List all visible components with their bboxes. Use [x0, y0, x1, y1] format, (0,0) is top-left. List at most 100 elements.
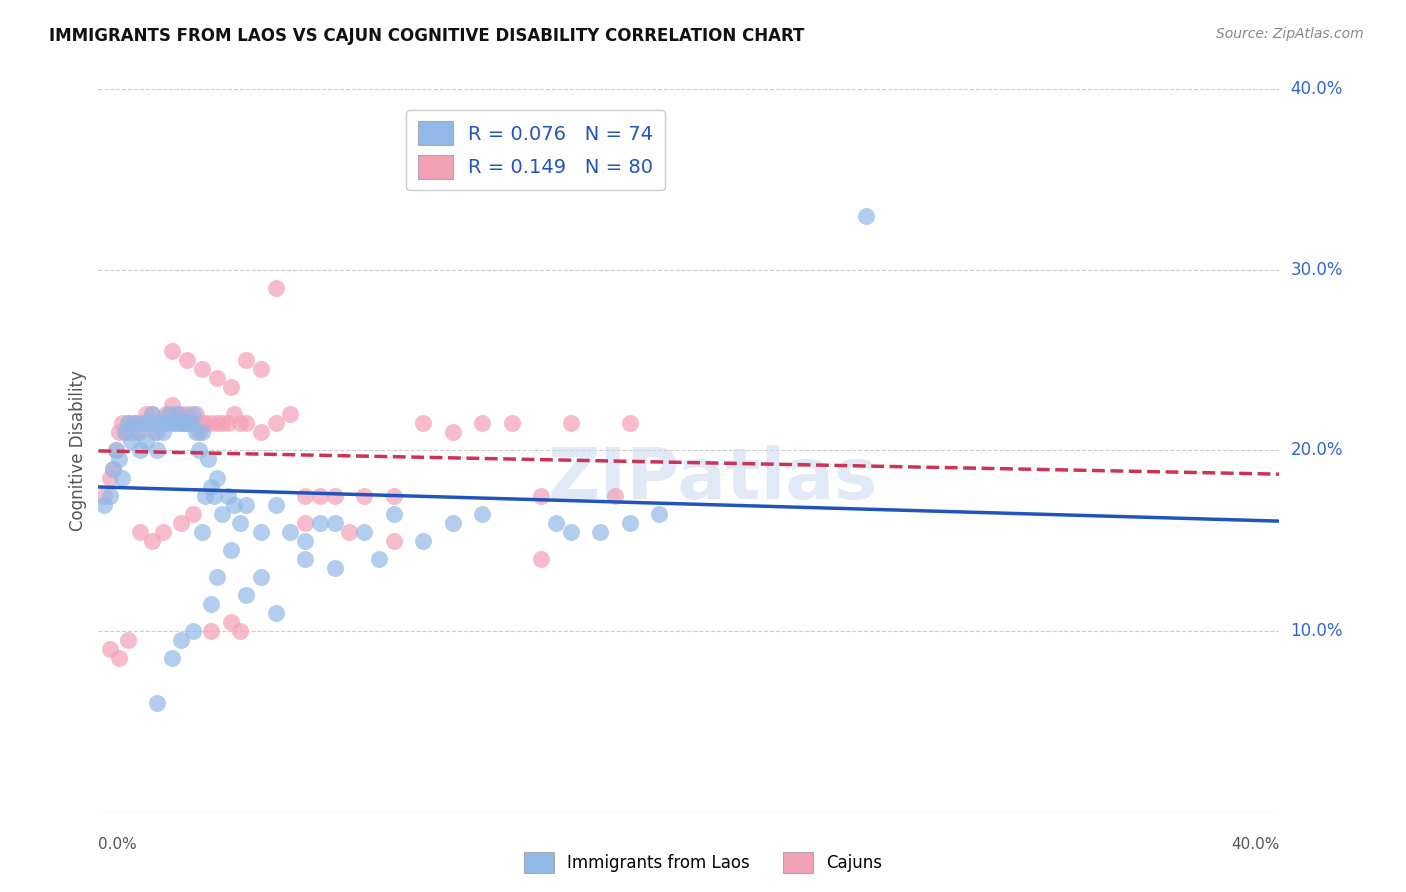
Point — [181, 407, 204, 422]
Point — [146, 443, 169, 458]
Point — [229, 417, 252, 431]
Point — [179, 417, 201, 431]
Point — [103, 461, 125, 475]
Point — [155, 407, 177, 422]
Point — [605, 489, 627, 503]
Point — [103, 461, 125, 475]
Point — [229, 516, 252, 530]
Point — [170, 516, 193, 530]
Point — [146, 425, 169, 440]
Point — [167, 407, 190, 422]
Point — [125, 425, 148, 440]
Point — [122, 417, 145, 431]
Point — [323, 561, 346, 575]
Point — [184, 425, 207, 440]
Point — [530, 489, 553, 503]
Point — [294, 489, 316, 503]
Point — [264, 417, 287, 431]
Point — [155, 417, 177, 431]
Point — [152, 524, 174, 539]
Point — [200, 417, 222, 431]
Point — [162, 651, 183, 665]
Text: 20.0%: 20.0% — [1291, 442, 1343, 459]
Point — [382, 507, 405, 521]
Point — [353, 489, 375, 503]
Point — [181, 417, 204, 431]
Y-axis label: Cognitive Disability: Cognitive Disability — [69, 370, 87, 531]
Point — [135, 434, 157, 449]
Point — [191, 417, 214, 431]
Point — [221, 615, 243, 629]
Point — [149, 417, 172, 431]
Point — [93, 489, 115, 503]
Point — [200, 480, 222, 494]
Point — [108, 452, 131, 467]
Point — [179, 417, 201, 431]
Point — [117, 417, 139, 431]
Text: 30.0%: 30.0% — [1291, 260, 1343, 279]
Point — [589, 524, 612, 539]
Point — [205, 470, 228, 484]
Point — [294, 551, 316, 566]
Point — [205, 417, 228, 431]
Point — [125, 417, 148, 431]
Point — [441, 516, 464, 530]
Point — [135, 407, 157, 422]
Point — [194, 417, 217, 431]
Point — [138, 417, 160, 431]
Point — [250, 362, 273, 376]
Point — [412, 533, 434, 548]
Point — [117, 633, 139, 648]
Point — [146, 697, 169, 711]
Point — [152, 425, 174, 440]
Point — [546, 516, 568, 530]
Point — [224, 407, 246, 422]
Point — [560, 524, 582, 539]
Legend: Immigrants from Laos, Cajuns: Immigrants from Laos, Cajuns — [517, 846, 889, 880]
Point — [191, 524, 214, 539]
Point — [221, 542, 243, 557]
Point — [250, 524, 273, 539]
Point — [176, 353, 198, 368]
Point — [294, 516, 316, 530]
Point — [165, 407, 187, 422]
Point — [176, 407, 198, 422]
Point — [120, 425, 142, 440]
Text: 40.0%: 40.0% — [1232, 837, 1279, 852]
Point — [471, 507, 494, 521]
Point — [141, 407, 163, 422]
Text: IMMIGRANTS FROM LAOS VS CAJUN COGNITIVE DISABILITY CORRELATION CHART: IMMIGRANTS FROM LAOS VS CAJUN COGNITIVE … — [49, 27, 804, 45]
Point — [619, 417, 641, 431]
Point — [353, 524, 375, 539]
Point — [264, 606, 287, 620]
Point — [98, 642, 121, 657]
Point — [114, 425, 136, 440]
Point — [855, 209, 877, 223]
Point — [187, 443, 209, 458]
Point — [181, 624, 204, 639]
Point — [229, 624, 252, 639]
Point — [224, 498, 246, 512]
Point — [339, 524, 361, 539]
Point — [309, 489, 332, 503]
Point — [235, 417, 257, 431]
Point — [382, 489, 405, 503]
Point — [191, 362, 214, 376]
Text: ZIPatlas: ZIPatlas — [547, 445, 877, 514]
Point — [441, 425, 464, 440]
Point — [648, 507, 671, 521]
Point — [128, 425, 150, 440]
Point — [132, 417, 155, 431]
Point — [173, 417, 195, 431]
Point — [368, 551, 391, 566]
Point — [205, 371, 228, 385]
Point — [138, 417, 160, 431]
Point — [105, 443, 128, 458]
Point — [501, 417, 523, 431]
Point — [280, 407, 302, 422]
Point — [114, 425, 136, 440]
Point — [323, 489, 346, 503]
Text: 10.0%: 10.0% — [1291, 622, 1343, 640]
Point — [323, 516, 346, 530]
Point — [264, 281, 287, 295]
